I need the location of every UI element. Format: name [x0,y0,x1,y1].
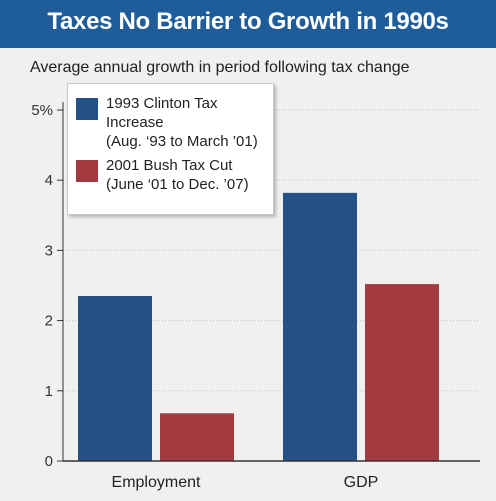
x-category-label: GDP [344,474,379,491]
y-tick-label: 3 [45,242,53,259]
legend-swatch-bush [76,160,98,182]
legend-swatch-clinton [76,98,98,120]
legend-label-bush: 2001 Bush Tax Cut [106,157,233,174]
x-category-label: Employment [112,474,201,491]
legend-label-clinton: 1993 Clinton Tax Increase [106,95,218,131]
bar-clinton-gdp [283,192,357,461]
bar-bush-employment [160,413,234,461]
bars [78,192,439,461]
legend-sublabel-bush: (June ‘01 to Dec. ’07) [106,176,249,193]
y-tick-label: 0 [45,453,53,470]
y-tick-label: 1 [45,383,53,400]
legend: 1993 Clinton Tax Increase (Aug. ‘93 to M… [67,83,274,215]
legend-sublabel-clinton: (Aug. ‘93 to March ’01) [106,133,258,150]
bar-clinton-employment [78,296,152,461]
bar-bush-gdp [365,284,439,461]
chart-subtitle: Average annual growth in period followin… [30,59,410,76]
y-tick-label: 2 [45,313,53,330]
header-bar [0,0,496,48]
y-tick-label: 4 [45,172,53,189]
axes: 0 1 2 3 4 5% Employment GDP [31,102,480,491]
y-tick-label: 5% [31,102,53,119]
chart-title: Taxes No Barrier to Growth in 1990s [47,8,449,35]
